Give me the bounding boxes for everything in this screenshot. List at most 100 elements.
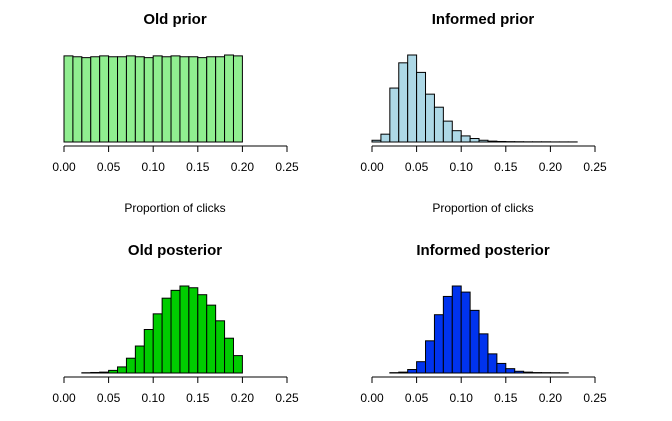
histogram-bar (505, 368, 516, 374)
histogram-bar (433, 106, 444, 143)
histogram-bar (416, 361, 427, 374)
histogram-bar (514, 370, 525, 374)
histogram-bar (90, 371, 101, 374)
panel-old-posterior: Old posterior 0.00 0.05 0.10 0.15 0.20 0.25 (52, 242, 299, 405)
histogram-bar (398, 62, 409, 143)
x-axis-label: Proportion of clicks (432, 201, 533, 215)
x-tick-label: 0.00 (360, 160, 384, 174)
x-tick-label: 0.05 (405, 391, 429, 405)
histogram-bar (478, 333, 489, 374)
histogram-bar (487, 353, 498, 374)
histogram-bar (380, 133, 391, 143)
histogram-bar (108, 369, 119, 374)
histogram-bar (143, 57, 154, 143)
histogram-bar (197, 294, 208, 374)
histogram-bar (425, 93, 435, 143)
x-tick-label: 0.15 (494, 160, 518, 174)
histogram-bar (469, 138, 480, 143)
histogram-bar (188, 56, 199, 143)
histogram-bar (206, 304, 217, 374)
histogram-bar (63, 55, 74, 143)
histogram-bar (442, 295, 453, 374)
x-tick-label: 0.25 (275, 391, 299, 405)
histogram-bar (232, 355, 243, 374)
histogram-bar (215, 56, 226, 143)
x-tick-label: 0.10 (142, 160, 166, 174)
x-axis: 0.00 0.05 0.10 0.15 0.20 0.25 (360, 376, 607, 405)
x-tick-label: 0.00 (52, 391, 76, 405)
histogram-bar (179, 285, 190, 374)
histogram-bar (460, 291, 471, 374)
x-tick-label: 0.20 (539, 391, 563, 405)
histogram-bar (125, 357, 136, 374)
histogram-bar (152, 313, 163, 374)
x-tick-label: 0.20 (539, 160, 563, 174)
panel-title: Old prior (143, 11, 206, 28)
histogram-bar (152, 55, 163, 143)
histogram-bar (125, 55, 136, 143)
panel-title: Informed posterior (416, 242, 550, 259)
histogram-bar (451, 130, 462, 143)
histogram-bar (389, 87, 400, 143)
x-axis: 0.00 0.05 0.10 0.15 0.20 0.25 (52, 145, 299, 174)
x-tick-label: 0.25 (275, 160, 299, 174)
histogram-bar (398, 371, 409, 374)
x-tick-label: 0.25 (583, 160, 607, 174)
histogram-bar (487, 140, 498, 143)
histogram-bar (224, 337, 234, 374)
bars (63, 54, 243, 143)
histogram-bar (407, 369, 418, 374)
panel-title: Old posterior (128, 242, 222, 259)
histogram-bar (134, 56, 145, 143)
histogram-bar (170, 55, 181, 143)
x-tick-label: 0.00 (52, 160, 76, 174)
histogram-bar (224, 54, 234, 143)
histogram-bar (179, 56, 190, 143)
histogram-bar (161, 297, 172, 374)
x-axis: 0.00 0.05 0.10 0.15 0.20 0.25 (360, 145, 607, 174)
bars (371, 54, 578, 143)
x-tick-label: 0.05 (405, 160, 429, 174)
x-tick-label: 0.15 (186, 160, 210, 174)
histogram-bar (523, 371, 534, 374)
histogram-bar (478, 139, 489, 143)
panel-title: Informed prior (432, 11, 535, 28)
x-tick-label: 0.10 (450, 391, 474, 405)
x-axis-label: Proportion of clicks (124, 201, 225, 215)
x-tick-label: 0.15 (494, 391, 518, 405)
panel-informed-prior: Informed prior 0.00 0.05 0.10 0.15 0.20 0.25 … (360, 11, 607, 215)
x-tick-label: 0.10 (450, 160, 474, 174)
histogram-bar (496, 140, 507, 143)
histogram-bar (161, 56, 172, 143)
histogram-bar (407, 54, 418, 143)
histogram-bar (72, 56, 83, 143)
x-tick-label: 0.25 (583, 391, 607, 405)
histogram-bar (188, 287, 199, 374)
x-tick-label: 0.20 (231, 160, 255, 174)
x-tick-label: 0.05 (97, 391, 121, 405)
histogram-bar (451, 285, 462, 374)
histogram-bar (108, 56, 119, 143)
histogram-bar (496, 362, 507, 374)
x-tick-label: 0.05 (97, 160, 121, 174)
x-tick-label: 0.15 (186, 391, 210, 405)
x-tick-label: 0.20 (231, 391, 255, 405)
histogram-bar (90, 56, 101, 143)
bars (389, 285, 569, 374)
histogram-bar (170, 289, 181, 374)
histogram-bar (99, 55, 110, 143)
histogram-bar (143, 329, 154, 374)
panel-old-prior: Old prior 0.00 0.05 0.10 0.15 0.20 0.25 Propo… (52, 11, 299, 215)
x-tick-label: 0.10 (142, 391, 166, 405)
histogram-bar (215, 320, 226, 374)
panel-informed-posterior: Informed posterior 0.00 0.05 0.10 0.15 0.20 0… (360, 242, 607, 405)
histogram-bar (416, 71, 427, 143)
histogram-bar (81, 57, 92, 143)
histogram-bar (232, 55, 243, 143)
x-axis: 0.00 0.05 0.10 0.15 0.20 0.25 (52, 376, 299, 405)
histogram-bar (460, 135, 471, 143)
bars (81, 285, 243, 374)
histogram-bar (99, 371, 110, 374)
histogram-bar (371, 139, 382, 143)
